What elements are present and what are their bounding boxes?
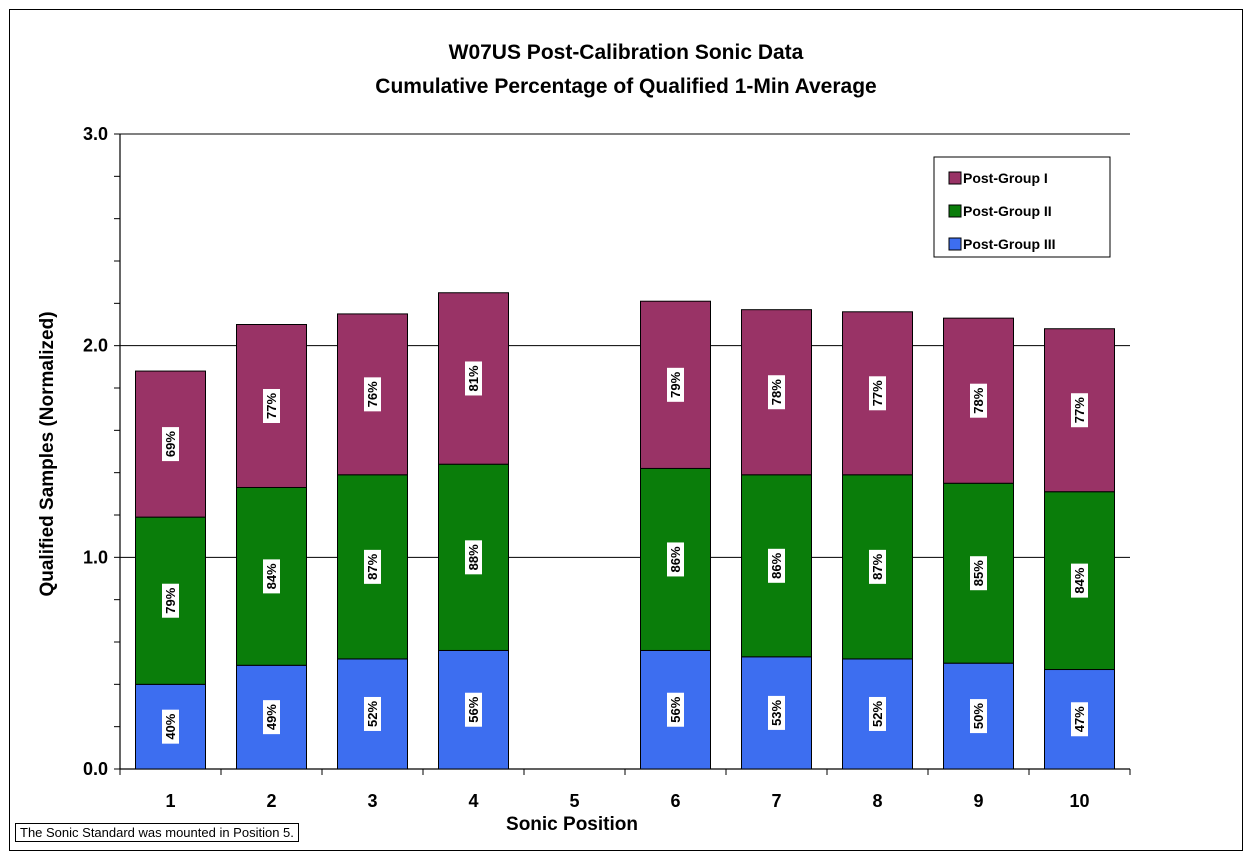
data-label-box <box>768 375 785 410</box>
data-label-box <box>465 540 482 575</box>
data-label-box <box>364 696 381 731</box>
x-tick-label: 7 <box>771 791 781 811</box>
data-label: 56% <box>466 696 481 722</box>
data-label-box <box>465 361 482 396</box>
x-tick-label: 8 <box>872 791 882 811</box>
data-label: 56% <box>668 696 683 722</box>
data-label-box <box>162 427 179 462</box>
data-label: 85% <box>971 560 986 586</box>
x-tick-label: 5 <box>569 791 579 811</box>
y-tick-label: 3.0 <box>83 124 108 144</box>
data-label-box <box>667 692 684 727</box>
data-label: 84% <box>1072 567 1087 593</box>
data-label-box <box>970 383 987 418</box>
data-label-box <box>768 695 785 730</box>
legend-box <box>933 156 1111 258</box>
data-label: 40% <box>163 713 178 739</box>
chart-subtitle: Cumulative Percentage of Qualified 1-Min… <box>375 75 876 98</box>
data-label: 47% <box>1072 706 1087 732</box>
x-axis-title: Sonic Position <box>506 814 638 835</box>
data-label-box <box>869 549 886 584</box>
data-label: 69% <box>163 431 178 457</box>
data-label-box <box>1071 393 1088 428</box>
data-label: 79% <box>163 587 178 613</box>
data-label-box <box>263 388 280 423</box>
legend-swatch <box>948 237 962 251</box>
legend-label: Post-Group I <box>963 170 1048 186</box>
legend-swatch <box>948 204 962 218</box>
data-label: 52% <box>365 701 380 727</box>
data-label: 79% <box>668 371 683 397</box>
data-label-box <box>162 583 179 618</box>
x-tick-label: 10 <box>1069 791 1089 811</box>
data-label: 49% <box>264 704 279 730</box>
data-label-box <box>970 556 987 591</box>
data-label: 81% <box>466 365 481 391</box>
data-label-box <box>162 709 179 744</box>
data-label: 78% <box>769 379 784 405</box>
data-label: 77% <box>870 380 885 406</box>
data-label-box <box>1071 702 1088 737</box>
data-label-box <box>364 549 381 584</box>
y-tick-label: 0.0 <box>83 759 108 779</box>
data-label: 77% <box>264 393 279 419</box>
legend-label: Post-Group II <box>963 203 1052 219</box>
x-tick-label: 9 <box>973 791 983 811</box>
data-label: 78% <box>971 387 986 413</box>
data-label: 87% <box>870 553 885 579</box>
chart-frame <box>9 9 1243 851</box>
data-label-box <box>970 699 987 734</box>
x-tick-label: 2 <box>266 791 276 811</box>
data-label-box <box>263 700 280 735</box>
x-tick-label: 3 <box>367 791 377 811</box>
data-label: 76% <box>365 381 380 407</box>
y-tick-label: 1.0 <box>83 547 108 567</box>
data-label: 84% <box>264 563 279 589</box>
data-label-box <box>768 548 785 583</box>
legend-label: Post-Group III <box>963 236 1056 252</box>
data-label: 86% <box>769 552 784 578</box>
y-tick-label: 2.0 <box>83 336 108 356</box>
position-5-note: The Sonic Standard was mounted in Positi… <box>15 823 299 842</box>
data-label: 77% <box>1072 397 1087 423</box>
y-axis-title: Qualified Samples (Normalized) <box>37 311 58 596</box>
data-label: 53% <box>769 699 784 725</box>
x-tick-label: 4 <box>468 791 478 811</box>
legend-swatch <box>948 171 962 185</box>
chart-title: W07US Post-Calibration Sonic Data <box>449 41 804 64</box>
data-label: 52% <box>870 701 885 727</box>
data-label: 87% <box>365 553 380 579</box>
x-tick-label: 1 <box>165 791 175 811</box>
data-label-box <box>364 377 381 412</box>
data-label-box <box>667 367 684 402</box>
data-label-box <box>263 559 280 594</box>
data-label-box <box>465 692 482 727</box>
data-label-box <box>869 376 886 411</box>
data-label: 86% <box>668 546 683 572</box>
data-label: 50% <box>971 703 986 729</box>
data-label-box <box>667 542 684 577</box>
data-label-box <box>869 696 886 731</box>
x-tick-label: 6 <box>670 791 680 811</box>
data-label-box <box>1071 563 1088 598</box>
data-label: 88% <box>466 544 481 570</box>
